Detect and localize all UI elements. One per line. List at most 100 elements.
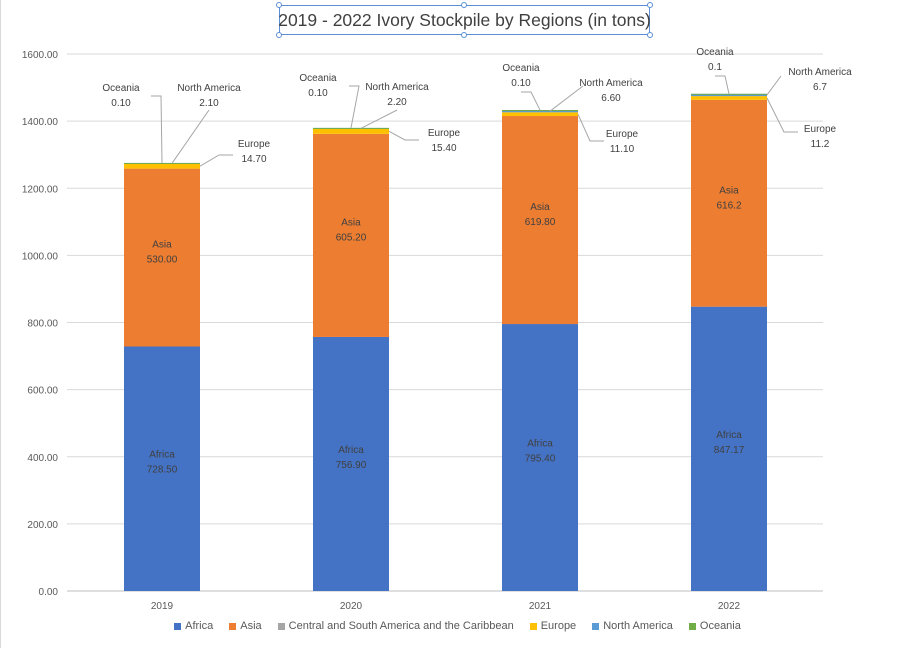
data-label-value: 616.2 bbox=[716, 200, 741, 211]
chart-title-box[interactable]: 2019 - 2022 Ivory Stockpile by Regions (… bbox=[278, 5, 651, 35]
data-label-series: Africa bbox=[527, 439, 553, 450]
callout-value-label: 14.70 bbox=[241, 154, 266, 165]
callout-series-label: Europe bbox=[606, 129, 639, 140]
y-tick-label: 1000.00 bbox=[22, 251, 59, 262]
x-tick-label: 2021 bbox=[529, 601, 552, 612]
callout-series-label: Oceania bbox=[299, 73, 337, 84]
bar-segment-africa bbox=[124, 346, 200, 591]
bar-segment-oceania bbox=[124, 162, 200, 164]
legend-swatch bbox=[688, 622, 696, 630]
callout-series-label: North America bbox=[365, 82, 429, 93]
leader-line bbox=[349, 85, 360, 129]
data-label-series: Asia bbox=[719, 185, 739, 196]
legend-item: Europe bbox=[529, 620, 577, 632]
data-label-series: Asia bbox=[341, 217, 361, 228]
x-tick-label: 2022 bbox=[718, 601, 741, 612]
callout-series-label: Europe bbox=[238, 139, 271, 150]
legend-label: Africa bbox=[185, 620, 214, 632]
chart-title: 2019 - 2022 Ivory Stockpile by Regions (… bbox=[278, 9, 651, 30]
data-label-value: 619.80 bbox=[525, 217, 556, 228]
callout-value-label: 2.10 bbox=[199, 98, 219, 109]
legend-label: Asia bbox=[240, 620, 262, 632]
chart-legend: Africa Asia Central and South America and … bbox=[1, 620, 913, 632]
y-tick-label: 1200.00 bbox=[22, 184, 59, 195]
y-tick-label: 1600.00 bbox=[22, 50, 59, 61]
leader-line bbox=[715, 75, 730, 94]
legend-swatch bbox=[592, 622, 600, 630]
data-label-series: Asia bbox=[530, 202, 550, 213]
data-label-series: Africa bbox=[716, 430, 742, 441]
callout-series-label: Oceania bbox=[696, 47, 734, 58]
legend-swatch bbox=[529, 622, 537, 630]
data-label-value: 605.20 bbox=[336, 232, 367, 243]
leader-line bbox=[171, 109, 210, 164]
leader-line bbox=[577, 113, 604, 142]
legend-swatch bbox=[174, 622, 182, 630]
legend-swatch bbox=[229, 622, 237, 630]
leader-line bbox=[151, 95, 163, 163]
callout-series-label: North America bbox=[579, 78, 643, 89]
legend-swatch bbox=[277, 622, 285, 630]
callout-series-label: Europe bbox=[804, 124, 837, 135]
bar-segment-asia bbox=[313, 133, 389, 337]
y-tick-label: 400.00 bbox=[27, 453, 58, 464]
bar-segment-oceania bbox=[691, 93, 767, 95]
callout-series-label: Europe bbox=[428, 128, 461, 139]
callout-value-label: 0.10 bbox=[111, 98, 131, 109]
callout-value-label: 0.10 bbox=[308, 88, 328, 99]
legend-item: Central and South America and the Caribb… bbox=[277, 620, 514, 632]
data-label-value: 728.50 bbox=[147, 465, 178, 476]
leader-line bbox=[766, 75, 782, 96]
callout-value-label: 11.10 bbox=[610, 144, 635, 155]
callout-series-label: Oceania bbox=[102, 83, 140, 94]
leader-line bbox=[360, 109, 398, 129]
resize-handle-bottom-right[interactable] bbox=[647, 32, 653, 38]
bar-segment-north-america bbox=[691, 93, 767, 97]
callout-value-label: 15.40 bbox=[431, 143, 456, 154]
bar-segment-asia bbox=[691, 99, 767, 307]
legend-item: North America bbox=[592, 620, 673, 632]
callout-value-label: 6.7 bbox=[813, 82, 827, 93]
bar-segment-africa bbox=[691, 306, 767, 591]
leader-line bbox=[549, 85, 584, 112]
legend-item: Oceania bbox=[688, 620, 741, 632]
callout-value-label: 2.20 bbox=[387, 97, 407, 108]
data-label-series: Africa bbox=[338, 445, 364, 456]
bar-segment-africa bbox=[502, 324, 578, 591]
resize-handle-bottom-left[interactable] bbox=[276, 32, 282, 38]
x-tick-label: 2020 bbox=[340, 601, 363, 612]
data-label-value: 530.00 bbox=[147, 255, 178, 266]
resize-handle-top-right[interactable] bbox=[647, 2, 653, 8]
data-label-series: Africa bbox=[149, 450, 175, 461]
y-tick-label: 200.00 bbox=[27, 520, 58, 531]
legend-label: North America bbox=[603, 620, 673, 632]
bar-segment-europe bbox=[124, 163, 200, 169]
y-tick-label: 0.00 bbox=[39, 587, 59, 598]
legend-item: Africa bbox=[174, 620, 213, 632]
resize-handle-top-center[interactable] bbox=[461, 2, 467, 8]
bar-segment-africa bbox=[313, 336, 389, 591]
y-tick-label: 600.00 bbox=[27, 386, 58, 397]
x-tick-label: 2019 bbox=[151, 601, 174, 612]
bar-segment-asia bbox=[124, 168, 200, 347]
callout-series-label: North America bbox=[788, 67, 852, 78]
bar-segment-oceania bbox=[313, 127, 389, 129]
data-label-value: 756.90 bbox=[336, 460, 367, 471]
legend-label: Europe bbox=[540, 620, 577, 632]
legend-label: Oceania bbox=[699, 620, 741, 632]
callout-value-label: 0.10 bbox=[511, 78, 531, 89]
leader-line bbox=[199, 154, 233, 167]
bar-segment-asia bbox=[502, 116, 578, 325]
callout-value-label: 11.2 bbox=[811, 139, 830, 150]
leader-line bbox=[521, 91, 541, 111]
y-tick-label: 1400.00 bbox=[22, 117, 59, 128]
data-label-value: 847.17 bbox=[714, 445, 745, 456]
bar-segment-europe bbox=[313, 128, 389, 134]
leader-line bbox=[388, 130, 419, 141]
resize-handle-top-left[interactable] bbox=[276, 2, 282, 8]
bar-segment-europe bbox=[691, 96, 767, 100]
resize-handle-bottom-center[interactable] bbox=[461, 32, 467, 38]
callout-value-label: 0.1 bbox=[708, 62, 722, 73]
